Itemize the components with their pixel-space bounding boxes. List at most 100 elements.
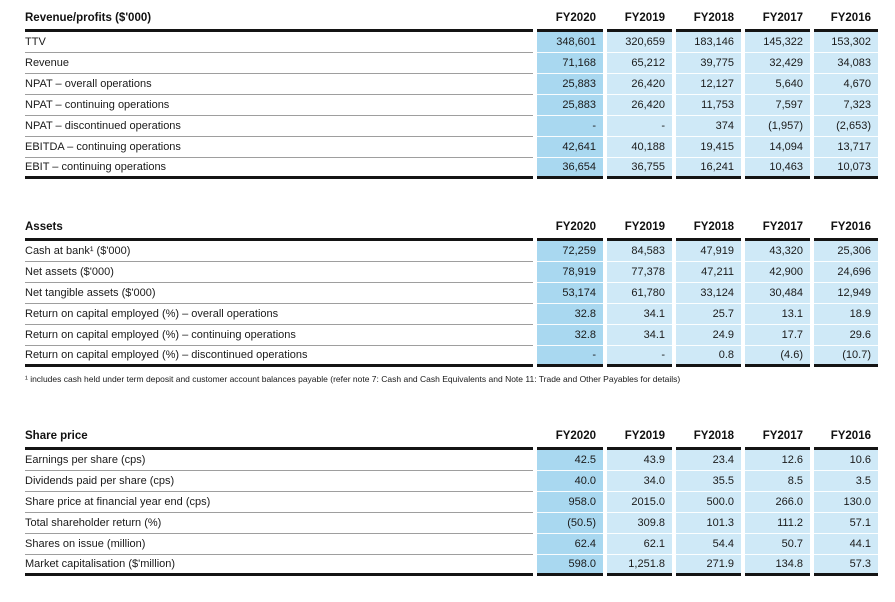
row-label: Return on capital employed (%) – continu… xyxy=(25,325,533,346)
table-title: Assets xyxy=(25,217,533,241)
value-cell: (4.6) xyxy=(745,346,810,367)
row-label: Dividends paid per share (cps) xyxy=(25,471,533,493)
value-cell: 309.8 xyxy=(607,513,672,535)
row-label: Earnings per share (cps) xyxy=(25,450,533,472)
row-label: EBITDA – continuing operations xyxy=(25,137,533,158)
year-header: FY2018 xyxy=(676,426,741,451)
value-cell: 71,168 xyxy=(537,53,603,74)
value-cell: 271.9 xyxy=(676,555,741,577)
value-cell: 29.6 xyxy=(814,325,878,346)
value-cell: 3.5 xyxy=(814,471,878,493)
value-cell: 19,415 xyxy=(676,137,741,158)
value-cell: 12,127 xyxy=(676,74,741,95)
value-cell: 1,251.8 xyxy=(607,555,672,577)
value-cell: (1,957) xyxy=(745,116,810,137)
value-cell: 40,188 xyxy=(607,137,672,158)
year-header: FY2016 xyxy=(814,426,878,451)
table-row: Earnings per share (cps) 42.5 43.9 23.4 12.6… xyxy=(25,450,878,472)
value-cell: 34.1 xyxy=(607,325,672,346)
table-row: Net tangible assets ($'000) 53,174 61,780 3… xyxy=(25,283,878,304)
year-header: FY2018 xyxy=(676,8,741,32)
value-cell: 374 xyxy=(676,116,741,137)
year-header: FY2017 xyxy=(745,426,810,451)
table-row: Total shareholder return (%) (50.5) 309.8 1… xyxy=(25,513,878,535)
row-label: TTV xyxy=(25,32,533,53)
value-cell: 101.3 xyxy=(676,513,741,535)
row-label: Shares on issue (million) xyxy=(25,534,533,556)
row-label: Share price at financial year end (cps) xyxy=(25,492,533,514)
value-cell: 5,640 xyxy=(745,74,810,95)
year-header: FY2020 xyxy=(537,8,603,32)
value-cell: 598.0 xyxy=(537,555,603,577)
value-cell: 13.1 xyxy=(745,304,810,325)
table-title: Share price xyxy=(25,426,533,451)
value-cell: 42,900 xyxy=(745,262,810,283)
value-cell: 145,322 xyxy=(745,32,810,53)
value-cell: 44.1 xyxy=(814,534,878,556)
value-cell: 2015.0 xyxy=(607,492,672,514)
row-label: Net assets ($'000) xyxy=(25,262,533,283)
table-share-price: Share price FY2020 FY2019 FY2018 FY2017 FY201… xyxy=(25,426,878,577)
value-cell: 17.7 xyxy=(745,325,810,346)
value-cell: 32.8 xyxy=(537,304,603,325)
value-cell: 36,755 xyxy=(607,158,672,179)
value-cell: 40.0 xyxy=(537,471,603,493)
value-cell: - xyxy=(537,116,603,137)
value-cell: 26,420 xyxy=(607,74,672,95)
value-cell: 183,146 xyxy=(676,32,741,53)
row-label: NPAT – overall operations xyxy=(25,74,533,95)
year-header: FY2016 xyxy=(814,8,878,32)
value-cell: 4,670 xyxy=(814,74,878,95)
value-cell: 72,259 xyxy=(537,241,603,262)
table-row: Net assets ($'000) 78,919 77,378 47,211 42,9… xyxy=(25,262,878,283)
value-cell: 84,583 xyxy=(607,241,672,262)
footnote: ¹ includes cash held under term deposit … xyxy=(25,374,681,384)
year-header: FY2016 xyxy=(814,217,878,241)
value-cell: 42,641 xyxy=(537,137,603,158)
value-cell: 25,883 xyxy=(537,74,603,95)
value-cell: (10.7) xyxy=(814,346,878,367)
value-cell: 10.6 xyxy=(814,450,878,472)
table-header-row: Revenue/profits ($'000) FY2020 FY2019 FY201… xyxy=(25,8,878,32)
table-row: Dividends paid per share (cps) 40.0 34.0 35… xyxy=(25,471,878,493)
value-cell: 134.8 xyxy=(745,555,810,577)
value-cell: 35.5 xyxy=(676,471,741,493)
row-label: Return on capital employed (%) – overall… xyxy=(25,304,533,325)
table-row: Shares on issue (million) 62.4 62.1 54.4 50.… xyxy=(25,534,878,556)
year-header: FY2019 xyxy=(607,8,672,32)
table-row: Revenue 71,168 65,212 39,775 32,429 34,083 xyxy=(25,53,878,74)
value-cell: 266.0 xyxy=(745,492,810,514)
value-cell: 25,883 xyxy=(537,95,603,116)
value-cell: (50.5) xyxy=(537,513,603,535)
year-header: FY2019 xyxy=(607,217,672,241)
value-cell: 57.3 xyxy=(814,555,878,577)
value-cell: 958.0 xyxy=(537,492,603,514)
value-cell: (2,653) xyxy=(814,116,878,137)
value-cell: 32,429 xyxy=(745,53,810,74)
table-row: NPAT – overall operations 25,883 26,420 12,… xyxy=(25,74,878,95)
table-row: Share price at financial year end (cps) 9… xyxy=(25,492,878,514)
value-cell: - xyxy=(607,346,672,367)
value-cell: 26,420 xyxy=(607,95,672,116)
value-cell: 12,949 xyxy=(814,283,878,304)
value-cell: 7,597 xyxy=(745,95,810,116)
value-cell: 65,212 xyxy=(607,53,672,74)
value-cell: 33,124 xyxy=(676,283,741,304)
table-row: EBIT – continuing operations 36,654 36,755… xyxy=(25,158,878,179)
table-row: Market capitalisation ($'million) 598.0 1,… xyxy=(25,555,878,577)
row-label: Return on capital employed (%) – discont… xyxy=(25,346,533,367)
value-cell: 47,919 xyxy=(676,241,741,262)
value-cell: 14,094 xyxy=(745,137,810,158)
row-label: Total shareholder return (%) xyxy=(25,513,533,535)
row-label: NPAT – continuing operations xyxy=(25,95,533,116)
table-header-row: Assets FY2020 FY2019 FY2018 FY2017 FY2016 xyxy=(25,217,878,241)
value-cell: 10,073 xyxy=(814,158,878,179)
value-cell: 8.5 xyxy=(745,471,810,493)
value-cell: 50.7 xyxy=(745,534,810,556)
value-cell: 11,753 xyxy=(676,95,741,116)
value-cell: 320,659 xyxy=(607,32,672,53)
row-label: Cash at bank¹ ($'000) xyxy=(25,241,533,262)
value-cell: 18.9 xyxy=(814,304,878,325)
year-header: FY2020 xyxy=(537,217,603,241)
